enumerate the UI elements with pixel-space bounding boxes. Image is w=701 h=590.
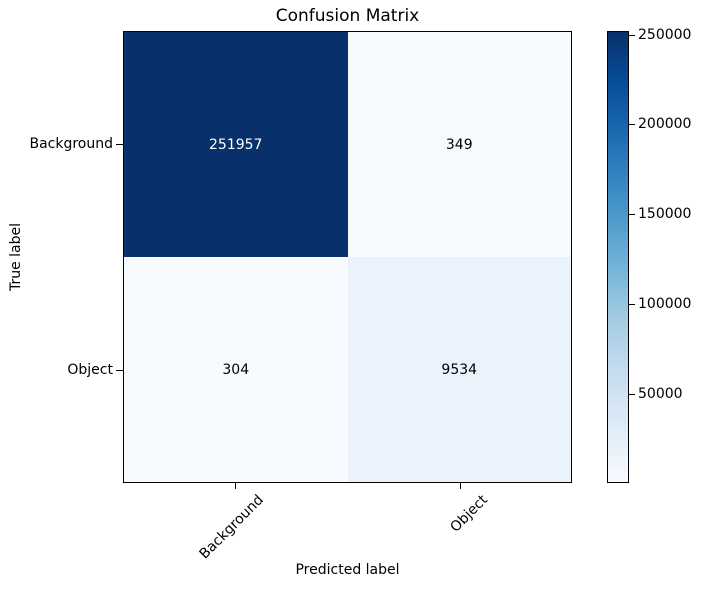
- heatmap-cell-value: 349: [445, 136, 473, 153]
- colorbar-tick-mark: [629, 303, 635, 305]
- heatmap-cell-value: 9534: [441, 361, 478, 378]
- x-tick-label-text: Background: [196, 492, 267, 563]
- colorbar-tick-label: 200000: [638, 116, 692, 133]
- x-tick-mark: [235, 483, 237, 489]
- colorbar-tick-label: 100000: [638, 295, 692, 312]
- colorbar-tick-mark: [629, 34, 635, 36]
- heatmap-cell-value: 304: [222, 361, 250, 378]
- colorbar: [607, 31, 629, 483]
- colorbar-tick-label: 250000: [638, 26, 692, 43]
- colorbar-tick-mark: [629, 124, 635, 126]
- y-tick-mark: [116, 370, 123, 371]
- colorbar-tick-mark: [629, 393, 635, 395]
- heatmap-cell: 304: [124, 257, 348, 482]
- x-tick-mark: [459, 483, 461, 489]
- heatmap-plot-area: 251957 349 304 9534: [123, 31, 572, 483]
- y-tick-label: Object: [67, 362, 113, 378]
- heatmap-cell: 349: [347, 32, 571, 257]
- heatmap-cell-value: 251957: [209, 136, 263, 153]
- y-tick-label: Background: [29, 136, 113, 152]
- heatmap-cell: 251957: [124, 32, 348, 257]
- chart-title: Confusion Matrix: [275, 6, 420, 26]
- colorbar-tick-label: 150000: [638, 206, 692, 223]
- x-tick-label-text: Object: [447, 492, 492, 536]
- colorbar-tick-mark: [629, 214, 635, 216]
- heatmap-grid: 251957 349 304 9534: [124, 32, 571, 482]
- x-axis-label: Predicted label: [295, 562, 400, 578]
- y-tick-mark: [116, 144, 123, 145]
- colorbar-tick-label: 50000: [638, 385, 683, 402]
- heatmap-cell: 9534: [347, 257, 571, 482]
